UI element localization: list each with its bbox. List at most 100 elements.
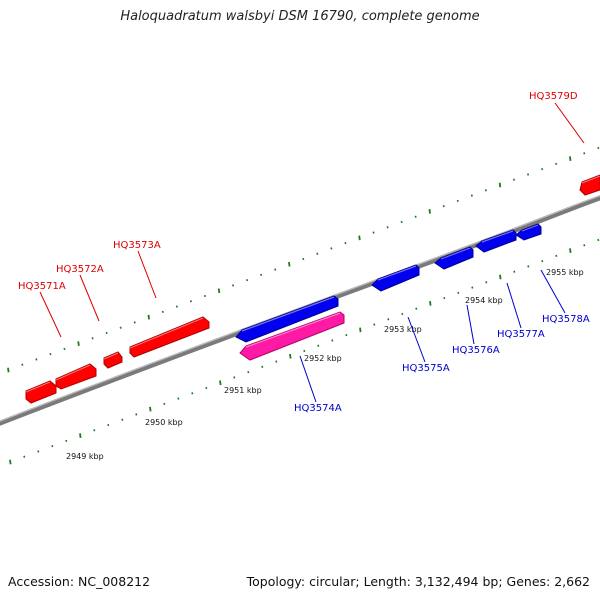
inner-tick bbox=[429, 301, 432, 306]
inner-tick bbox=[121, 418, 124, 421]
gene-label[interactable]: HQ3578A bbox=[542, 314, 590, 325]
scale-label: 2950 kbp bbox=[145, 418, 183, 427]
outer-tick bbox=[288, 261, 291, 267]
inner-tick bbox=[499, 274, 502, 280]
inner-tick-track bbox=[9, 238, 600, 465]
outer-tick bbox=[91, 337, 94, 340]
gene-arrow[interactable] bbox=[129, 316, 210, 358]
gene-arrow-bevel bbox=[440, 247, 471, 260]
outer-tick bbox=[456, 199, 459, 203]
gene-arrow-shape bbox=[235, 295, 339, 343]
outer-tick bbox=[161, 310, 164, 314]
gene-label-leader bbox=[299, 355, 317, 403]
outer-tick bbox=[372, 231, 375, 234]
gene-label[interactable]: HQ3572A bbox=[56, 264, 104, 275]
outer-tick bbox=[77, 341, 80, 346]
gene-arrow[interactable] bbox=[103, 351, 123, 369]
gene-label[interactable]: HQ3573A bbox=[113, 240, 161, 251]
outer-tick bbox=[330, 247, 333, 250]
inner-tick bbox=[247, 370, 250, 374]
gene-arrow-shape bbox=[434, 246, 474, 270]
inner-tick bbox=[261, 365, 264, 369]
inner-tick bbox=[191, 392, 194, 395]
inner-tick bbox=[597, 238, 600, 242]
gene-arrow[interactable] bbox=[579, 174, 600, 196]
gene-arrow-bevel bbox=[103, 352, 119, 360]
gene-arrow[interactable] bbox=[235, 295, 339, 343]
inner-tick bbox=[177, 397, 180, 400]
inner-tick bbox=[457, 291, 460, 295]
outer-tick bbox=[400, 220, 403, 224]
outer-tick bbox=[344, 241, 347, 245]
gene-arrow-shape bbox=[371, 264, 420, 292]
outer-tick bbox=[274, 268, 277, 271]
gene-label[interactable]: HQ3576A bbox=[452, 345, 500, 356]
gene-arrow-shape bbox=[103, 351, 123, 369]
inner-tick bbox=[37, 450, 40, 453]
gene-arrow-bevel bbox=[25, 381, 51, 393]
gene-layer[interactable] bbox=[25, 174, 600, 404]
gene-label-leader bbox=[137, 250, 157, 299]
inner-tick bbox=[205, 386, 208, 390]
outer-tick bbox=[147, 314, 150, 320]
gene-arrow[interactable] bbox=[434, 246, 474, 270]
gene-arrow-shape bbox=[129, 316, 210, 358]
outer-tick bbox=[386, 226, 389, 229]
gene-arrow[interactable] bbox=[475, 229, 517, 253]
accession-text: Accession: NC_008212 bbox=[8, 574, 151, 589]
scale-label: 2952 kbp bbox=[304, 354, 342, 363]
gene-label-leader bbox=[407, 316, 426, 363]
outer-tick bbox=[541, 167, 544, 171]
inner-tick bbox=[93, 429, 96, 432]
scale-label: 2954 kbp bbox=[465, 296, 503, 305]
outer-tick bbox=[527, 173, 530, 176]
inner-tick bbox=[415, 307, 418, 310]
gene-label[interactable]: HQ3575A bbox=[402, 363, 450, 374]
gene-arrow[interactable] bbox=[55, 363, 97, 390]
inner-tick bbox=[275, 360, 278, 363]
inner-tick bbox=[219, 380, 222, 386]
gene-label-leader bbox=[39, 291, 62, 338]
gene-label-leader bbox=[79, 274, 100, 322]
gene-arrow-shape bbox=[55, 363, 97, 390]
gene-arrow[interactable] bbox=[239, 311, 345, 361]
gene-label[interactable]: HQ3574A bbox=[294, 403, 342, 414]
gene-arrow-bevel bbox=[129, 317, 204, 349]
backbone-highlight bbox=[0, 195, 600, 422]
gene-label[interactable]: HQ3579D bbox=[529, 91, 578, 102]
outer-tick bbox=[470, 194, 473, 197]
inner-tick bbox=[583, 244, 586, 247]
outer-tick bbox=[597, 146, 600, 150]
inner-tick bbox=[51, 444, 54, 448]
inner-tick bbox=[23, 455, 26, 458]
gene-label[interactable]: HQ3571A bbox=[18, 281, 66, 292]
gene-arrow[interactable] bbox=[515, 223, 542, 241]
outer-tick bbox=[484, 189, 487, 192]
gene-arrow-bevel bbox=[581, 175, 600, 184]
gene-label[interactable]: HQ3577A bbox=[497, 329, 545, 340]
gene-label-leader bbox=[506, 282, 522, 329]
outer-tick bbox=[133, 321, 136, 324]
inner-tick bbox=[135, 413, 138, 416]
outer-tick bbox=[119, 326, 122, 329]
scale-label: 2951 kbp bbox=[224, 386, 262, 395]
inner-tick bbox=[359, 327, 362, 333]
inner-tick bbox=[401, 312, 404, 316]
outer-tick bbox=[512, 178, 516, 181]
gene-arrow-shape bbox=[475, 229, 517, 253]
gene-arrow[interactable] bbox=[25, 380, 57, 404]
outer-tick bbox=[442, 204, 445, 208]
outer-tick bbox=[21, 363, 24, 366]
gene-arrow-shape bbox=[239, 311, 345, 361]
gene-arrow-shape bbox=[515, 223, 542, 241]
gene-arrow[interactable] bbox=[371, 264, 420, 292]
inner-tick bbox=[555, 254, 558, 258]
outer-tick bbox=[7, 367, 10, 373]
map-title: Haloquadratum walsbyi DSM 16790, complet… bbox=[120, 9, 480, 24]
inner-tick bbox=[107, 423, 110, 427]
inner-tick bbox=[541, 259, 544, 263]
inner-tick bbox=[65, 439, 68, 443]
inner-tick bbox=[513, 270, 516, 273]
inner-tick bbox=[149, 406, 152, 412]
